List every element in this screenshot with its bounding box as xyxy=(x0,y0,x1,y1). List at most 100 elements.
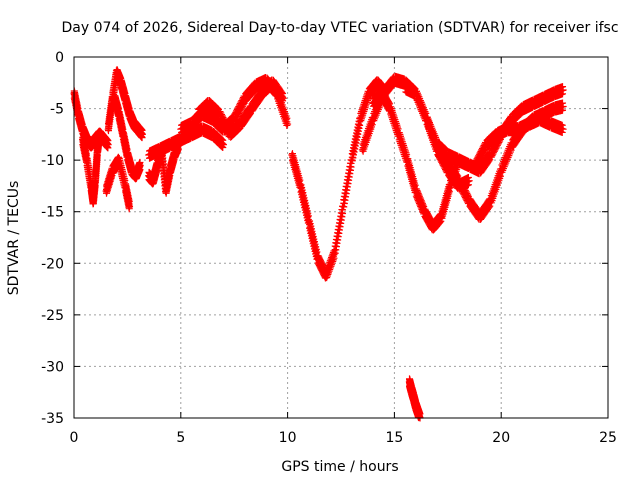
data-point xyxy=(96,130,104,138)
data-point xyxy=(209,130,217,138)
data-point xyxy=(401,84,409,92)
data-point xyxy=(322,272,330,280)
data-point xyxy=(170,151,178,159)
data-point xyxy=(497,166,505,174)
data-point xyxy=(138,130,146,138)
x-tick-label: 20 xyxy=(492,430,510,446)
chart-title: Day 074 of 2026, Sidereal Day-to-day VTE… xyxy=(61,20,618,36)
data-point xyxy=(217,109,225,117)
data-point xyxy=(551,89,559,97)
data-point xyxy=(278,88,286,96)
data-point xyxy=(461,185,469,193)
data-point xyxy=(145,151,153,159)
data-point xyxy=(121,94,129,102)
data-point xyxy=(111,94,119,102)
data-layer xyxy=(70,66,567,422)
data-point xyxy=(529,99,537,107)
data-point xyxy=(175,141,183,149)
data-point xyxy=(412,187,420,195)
data-point xyxy=(187,130,195,138)
tick-layer: 0 5 10 15 20 250-5-10-15-20-25-30-35 xyxy=(41,50,617,446)
data-point xyxy=(465,161,473,169)
data-point xyxy=(429,223,437,231)
data-point xyxy=(104,141,112,149)
data-point xyxy=(230,115,238,123)
data-point xyxy=(237,120,245,128)
data-point xyxy=(218,136,226,144)
data-point xyxy=(102,187,110,195)
data-point xyxy=(252,82,260,90)
data-point xyxy=(508,115,516,123)
data-point xyxy=(331,249,339,257)
data-point xyxy=(136,161,144,169)
data-point xyxy=(454,177,462,185)
data-point xyxy=(279,90,287,98)
data-point xyxy=(89,197,97,205)
data-point xyxy=(411,181,419,189)
y-tick-label: -5 xyxy=(50,102,64,118)
data-point xyxy=(386,100,394,108)
data-point xyxy=(222,119,230,127)
data-point xyxy=(220,141,228,149)
data-point xyxy=(304,212,312,220)
data-point xyxy=(153,161,161,169)
data-point xyxy=(463,189,471,197)
data-point xyxy=(194,110,202,118)
data-point xyxy=(380,89,388,97)
data-point xyxy=(269,79,277,87)
data-point xyxy=(386,105,394,113)
data-point xyxy=(221,116,229,124)
data-point xyxy=(224,122,232,130)
data-point xyxy=(198,125,206,133)
data-point xyxy=(476,166,484,174)
data-point xyxy=(462,188,470,196)
x-tick-label: 0 xyxy=(70,430,79,446)
data-point xyxy=(87,182,95,190)
data-point xyxy=(313,248,321,256)
data-point xyxy=(417,197,425,205)
data-point xyxy=(356,115,364,123)
data-point xyxy=(416,194,424,202)
data-point xyxy=(417,195,425,203)
data-point xyxy=(121,182,129,190)
data-point xyxy=(453,171,461,179)
data-point xyxy=(113,68,121,76)
data-point xyxy=(162,187,170,195)
data-point xyxy=(373,79,381,87)
data-point xyxy=(339,203,347,211)
data-point xyxy=(79,136,87,144)
data-point xyxy=(166,141,174,149)
data-point xyxy=(117,79,125,87)
data-point xyxy=(540,94,548,102)
series-arc-f xyxy=(146,122,227,162)
data-point xyxy=(284,120,292,128)
y-tick-label: -25 xyxy=(41,308,64,324)
series-arc-i xyxy=(195,76,287,141)
data-point xyxy=(415,191,423,199)
data-point xyxy=(390,76,398,84)
data-point xyxy=(305,218,313,226)
data-point xyxy=(365,89,373,97)
data-point xyxy=(433,146,441,154)
data-point xyxy=(551,105,559,113)
y-tick-label: -35 xyxy=(41,411,64,427)
data-point xyxy=(446,182,454,190)
y-tick-label: -15 xyxy=(41,205,64,221)
data-point xyxy=(213,104,221,112)
data-point xyxy=(126,110,134,118)
data-point xyxy=(215,110,223,118)
data-point xyxy=(104,125,112,133)
data-point xyxy=(241,94,249,102)
data-point xyxy=(508,141,516,149)
data-point xyxy=(93,146,101,154)
data-point xyxy=(458,181,466,189)
data-point xyxy=(487,151,495,159)
data-point xyxy=(217,135,225,143)
data-point xyxy=(420,208,428,216)
data-point xyxy=(130,120,138,128)
data-point xyxy=(422,115,430,123)
data-point xyxy=(358,146,366,154)
data-point xyxy=(444,161,452,169)
data-point xyxy=(369,115,377,123)
data-point xyxy=(288,151,296,159)
